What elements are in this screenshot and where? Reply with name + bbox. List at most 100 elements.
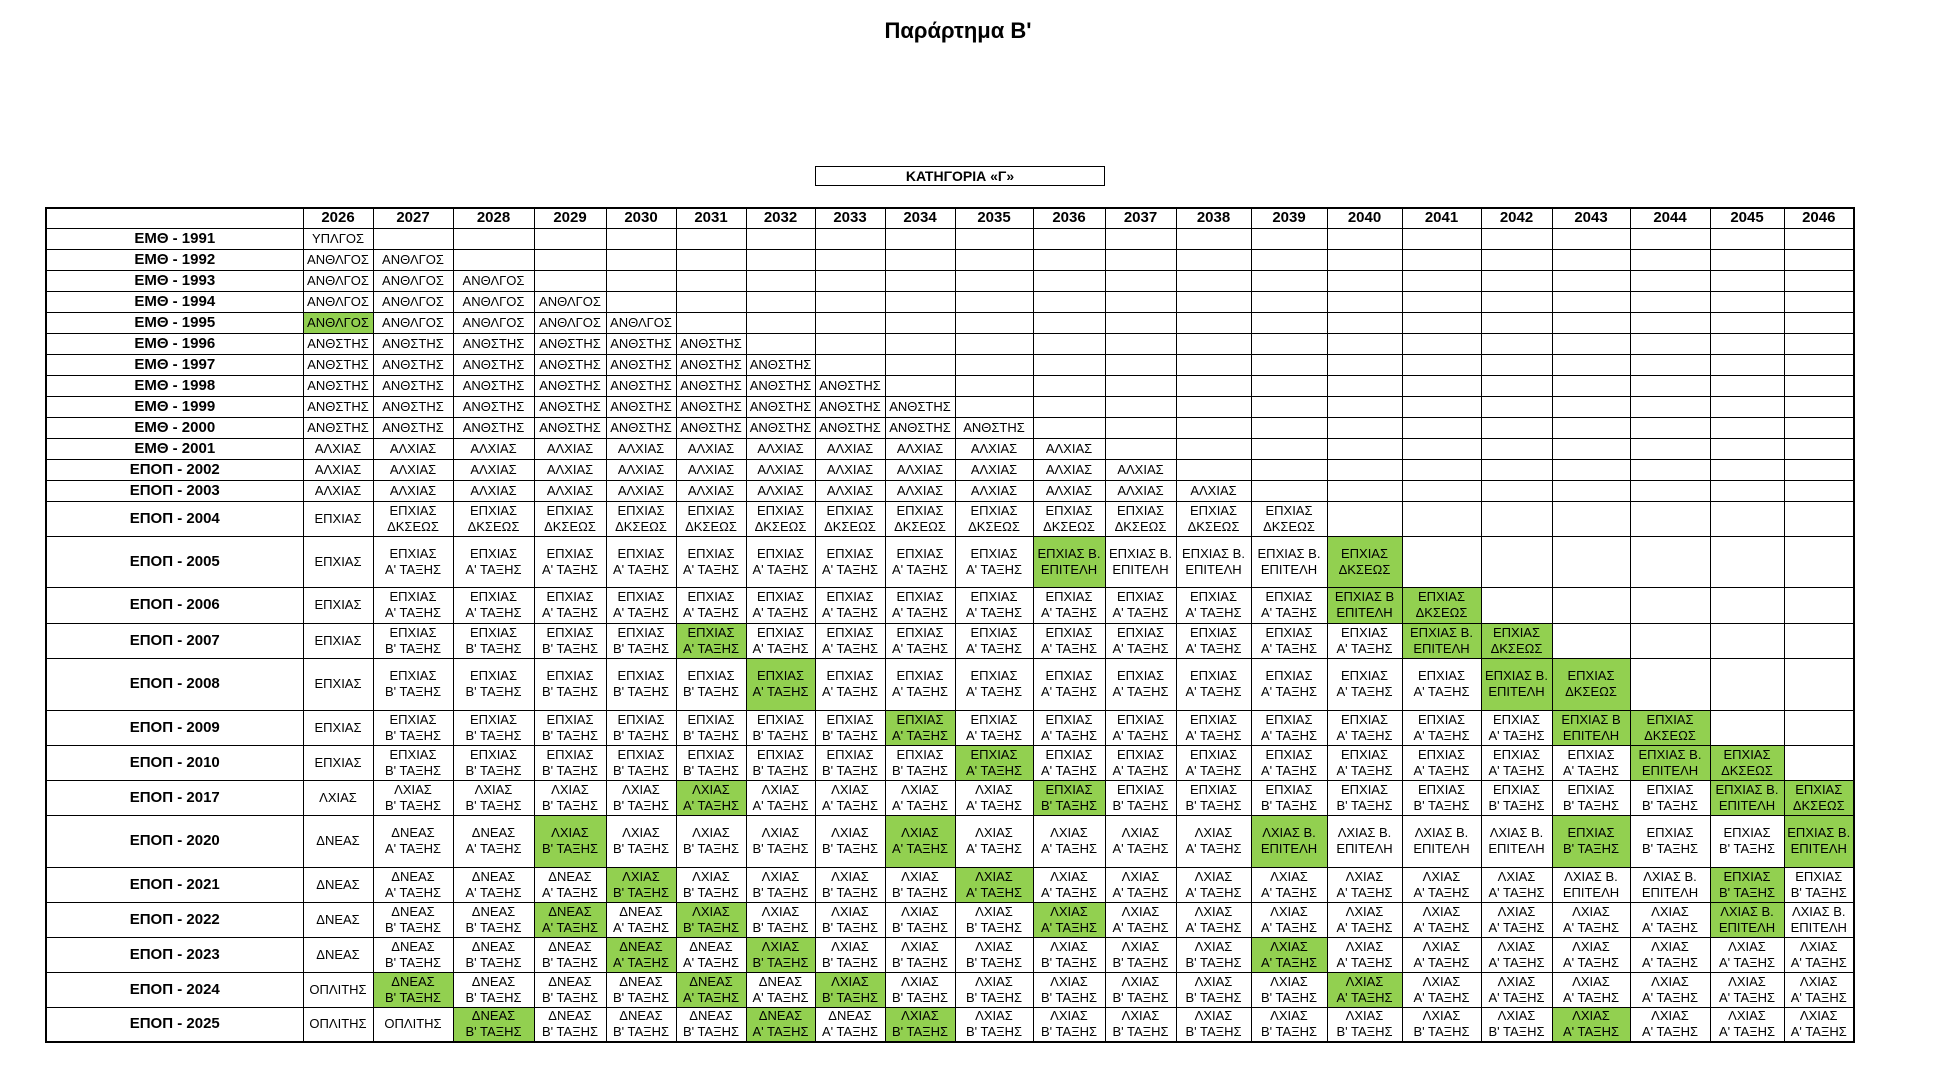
highlighted-cell: ΛΧΙΑΣ Α' ΤΑΞΗΣ bbox=[1551, 1006, 1631, 1043]
row-label: ΕΠΟΠ - 2007 bbox=[45, 622, 304, 659]
empty-cell bbox=[675, 227, 747, 250]
empty-cell bbox=[1175, 416, 1252, 439]
table-cell: ΛΧΙΑΣ Β' ΤΑΞΗΣ bbox=[675, 866, 747, 903]
empty-cell bbox=[1250, 353, 1328, 376]
table-cell: ΕΠΧΙΑΣ Β' ΤΑΞΗΣ bbox=[605, 709, 677, 746]
empty-cell bbox=[1709, 458, 1785, 481]
table-cell: ΕΠΧΙΑΣ Α' ΤΑΞΗΣ bbox=[1401, 657, 1482, 711]
empty-cell bbox=[745, 311, 816, 334]
row-label: ΕΠΟΠ - 2006 bbox=[45, 586, 304, 624]
table-row: ΕΜΘ - 1998 ΑΝΘΣΤΗΣ ΑΝΘΣΤΗΣ ΑΝΘΣΤΗΣ ΑΝΘΣΤΗΣ ΑΝ… bbox=[45, 374, 1855, 397]
table-cell: ΟΠΛΙΤΗΣ bbox=[302, 1006, 374, 1043]
table-cell: ΛΧΙΑΣ Α' ΤΑΞΗΣ bbox=[1551, 936, 1631, 973]
empty-cell bbox=[884, 227, 956, 250]
table-cell: ΔΝΕΑΣ Β' ΤΑΞΗΣ bbox=[452, 971, 535, 1008]
empty-cell bbox=[1629, 269, 1711, 292]
highlighted-cell: ΛΧΙΑΣ Α' ΤΑΞΗΣ bbox=[954, 866, 1034, 903]
table-cell: ΔΝΕΑΣ bbox=[302, 901, 374, 938]
empty-cell bbox=[814, 248, 886, 271]
table-cell: ΕΠΧΙΑΣ Β' ΤΑΞΗΣ bbox=[1629, 814, 1711, 868]
table-cell: ΑΝΘΣΤΗΣ bbox=[302, 416, 374, 439]
empty-cell bbox=[675, 290, 747, 313]
table-cell: ΑΛΧΙΑΣ bbox=[1032, 458, 1106, 481]
highlighted-cell: ΕΠΧΙΑΣ Α' ΤΑΞΗΣ bbox=[675, 622, 747, 659]
table-cell: ΑΝΘΣΤΗΣ bbox=[675, 416, 747, 439]
year-header: 2036 bbox=[1032, 207, 1106, 229]
empty-cell bbox=[1551, 586, 1631, 624]
table-cell: ΛΧΙΑΣ Β' ΤΑΞΗΣ bbox=[814, 814, 886, 868]
table-cell: ΕΠΧΙΑΣ Α' ΤΑΞΗΣ bbox=[533, 586, 607, 624]
table-cell: ΔΝΕΑΣ Β' ΤΑΞΗΣ bbox=[372, 936, 454, 973]
empty-cell bbox=[1104, 290, 1177, 313]
empty-cell bbox=[1175, 458, 1252, 481]
table-cell: ΕΠΧΙΑΣ Α' ΤΑΞΗΣ bbox=[1480, 744, 1553, 781]
table-row: ΕΠΟΠ - 2003 ΑΛΧΙΑΣ ΑΛΧΙΑΣ ΑΛΧΙΑΣ ΑΛΧΙΑΣ ΑΛΧΙΑ… bbox=[45, 479, 1855, 502]
empty-cell bbox=[1709, 227, 1785, 250]
empty-cell bbox=[1629, 395, 1711, 418]
table-row: ΕΠΟΠ - 2020 ΔΝΕΑΣ ΔΝΕΑΣ Α' ΤΑΞΗΣ ΔΝΕΑΣ Α' Τ… bbox=[45, 814, 1855, 868]
table-cell: ΑΝΘΣΤΗΣ bbox=[605, 395, 677, 418]
empty-cell bbox=[1175, 353, 1252, 376]
table-cell: ΕΠΧΙΑΣ Α' ΤΑΞΗΣ bbox=[1104, 622, 1177, 659]
table-cell: ΕΠΧΙΑΣ Β' ΤΑΞΗΣ bbox=[884, 744, 956, 781]
table-cell: ΔΝΕΑΣ Β' ΤΑΞΗΣ bbox=[605, 1006, 677, 1043]
empty-cell bbox=[1709, 709, 1785, 746]
row-label: ΕΠΟΠ - 2017 bbox=[45, 779, 304, 816]
empty-cell bbox=[1250, 395, 1328, 418]
table-cell: ΛΧΙΑΣ Β' ΤΑΞΗΣ bbox=[1401, 1006, 1482, 1043]
empty-cell bbox=[1250, 227, 1328, 250]
table-cell: ΕΠΧΙΑΣ Α' ΤΑΞΗΣ bbox=[675, 586, 747, 624]
empty-cell bbox=[884, 290, 956, 313]
empty-cell bbox=[1401, 437, 1482, 460]
year-header: 2038 bbox=[1175, 207, 1252, 229]
table-cell: ΛΧΙΑΣ Β' ΤΑΞΗΣ bbox=[1480, 1006, 1553, 1043]
table-cell: ΑΝΘΣΤΗΣ bbox=[452, 395, 535, 418]
table-cell: ΕΠΧΙΑΣ Α' ΤΑΞΗΣ bbox=[1480, 709, 1553, 746]
table-cell: ΕΠΧΙΑΣ Α' ΤΑΞΗΣ bbox=[1032, 622, 1106, 659]
table-cell: ΑΛΧΙΑΣ bbox=[1032, 437, 1106, 460]
table-cell: ΕΠΧΙΑΣ Α' ΤΑΞΗΣ bbox=[1175, 657, 1252, 711]
table-cell: ΑΝΘΣΤΗΣ bbox=[884, 416, 956, 439]
table-cell: ΑΝΘΣΤΗΣ bbox=[675, 332, 747, 355]
highlighted-cell: ΕΠΧΙΑΣ Α' ΤΑΞΗΣ bbox=[745, 657, 816, 711]
empty-cell bbox=[1401, 332, 1482, 355]
empty-cell bbox=[1629, 500, 1711, 537]
table-cell: ΕΠΧΙΑΣ Α' ΤΑΞΗΣ bbox=[745, 586, 816, 624]
table-cell: ΛΧΙΑΣ Α' ΤΑΞΗΣ bbox=[1709, 971, 1785, 1008]
table-row: ΕΠΟΠ - 2002 ΑΛΧΙΑΣ ΑΛΧΙΑΣ ΑΛΧΙΑΣ ΑΛΧΙΑΣ ΑΛΧΙΑ… bbox=[45, 458, 1855, 481]
table-cell: ΛΧΙΑΣ Β' ΤΑΞΗΣ bbox=[1032, 936, 1106, 973]
table-cell: ΕΠΧΙΑΣ bbox=[302, 709, 374, 746]
table-cell: ΑΝΘΣΤΗΣ bbox=[954, 416, 1034, 439]
row-label: ΕΠΟΠ - 2009 bbox=[45, 709, 304, 746]
highlighted-cell: ΕΠΧΙΑΣ Β' ΤΑΞΗΣ bbox=[1032, 779, 1106, 816]
empty-cell bbox=[1401, 248, 1482, 271]
empty-cell bbox=[1175, 311, 1252, 334]
table-row: ΕΠΟΠ - 2005 ΕΠΧΙΑΣ ΕΠΧΙΑΣ Α' ΤΑΞΗΣ ΕΠΧΙΑΣ Α… bbox=[45, 535, 1855, 588]
empty-cell bbox=[1401, 353, 1482, 376]
empty-cell bbox=[1032, 227, 1106, 250]
table-cell: ΛΧΙΑΣ Α' ΤΑΞΗΣ bbox=[1783, 971, 1855, 1008]
table-row: ΕΠΟΠ - 2024 ΟΠΛΙΤΗΣ ΔΝΕΑΣ Β' ΤΑΞΗΣ ΔΝΕΑΣ Β'… bbox=[45, 971, 1855, 1008]
table-cell: ΕΠΧΙΑΣ Β' ΤΑΞΗΣ bbox=[1709, 814, 1785, 868]
empty-cell bbox=[1629, 622, 1711, 659]
empty-cell bbox=[1175, 374, 1252, 397]
table-cell: ΕΠΧΙΑΣ Β' ΤΑΞΗΣ bbox=[605, 622, 677, 659]
table-row: ΕΠΟΠ - 2023 ΔΝΕΑΣ ΔΝΕΑΣ Β' ΤΑΞΗΣ ΔΝΕΑΣ Β' Τ… bbox=[45, 936, 1855, 973]
table-cell: ΑΛΧΙΑΣ bbox=[452, 437, 535, 460]
empty-cell bbox=[1250, 248, 1328, 271]
empty-cell bbox=[954, 290, 1034, 313]
empty-cell bbox=[745, 227, 816, 250]
empty-cell bbox=[814, 290, 886, 313]
table-cell: ΕΠΧΙΑΣ ΔΚΣΕΩΣ bbox=[372, 500, 454, 537]
highlighted-cell: ΛΧΙΑΣ Α' ΤΑΞΗΣ bbox=[675, 779, 747, 816]
table-cell: ΕΠΧΙΑΣ ΔΚΣΕΩΣ bbox=[745, 500, 816, 537]
table-cell: ΑΝΘΛΓΟΣ bbox=[372, 311, 454, 334]
empty-cell bbox=[1480, 290, 1553, 313]
table-cell: ΕΠΧΙΑΣ Β' ΤΑΞΗΣ bbox=[1629, 779, 1711, 816]
row-label: ΕΜΘ - 1996 bbox=[45, 332, 304, 355]
table-cell: ΛΧΙΑΣ Α' ΤΑΞΗΣ bbox=[1175, 814, 1252, 868]
highlighted-cell: ΔΝΕΑΣ Α' ΤΑΞΗΣ bbox=[745, 1006, 816, 1043]
table-cell: ΑΛΧΙΑΣ bbox=[745, 479, 816, 502]
empty-cell bbox=[1709, 290, 1785, 313]
table-cell: ΕΠΧΙΑΣ Β' ΤΑΞΗΣ bbox=[1104, 779, 1177, 816]
